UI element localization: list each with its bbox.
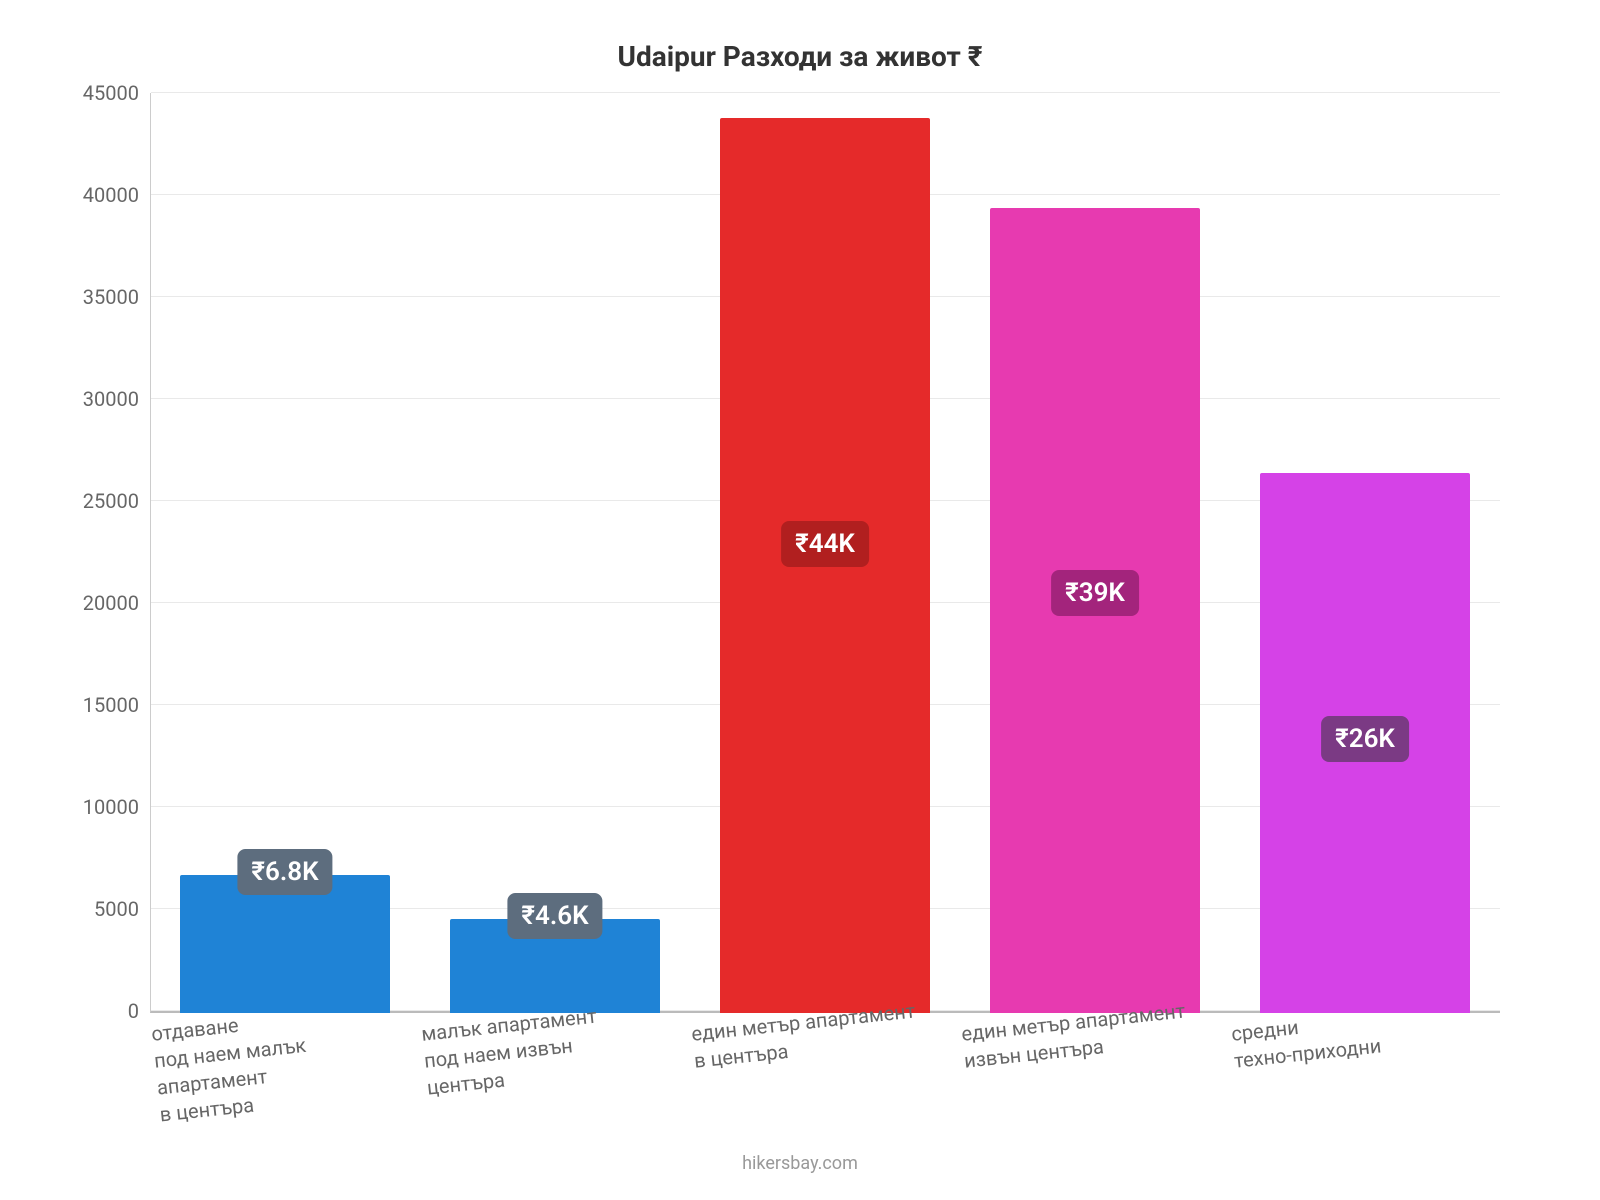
ytick-label: 45000	[83, 81, 139, 105]
value-badge: ₹26K	[1321, 716, 1409, 762]
bar-slot: ₹26K	[1230, 93, 1500, 1013]
bar-slot: ₹39K	[960, 93, 1230, 1013]
x-axis-label: един метър апартамент в центъра	[690, 993, 970, 1129]
ytick-label: 20000	[83, 591, 139, 615]
bar: ₹44K	[720, 118, 931, 1013]
bar: ₹26K	[1260, 473, 1471, 1013]
ytick-label: 5000	[94, 897, 139, 921]
ytick-label: 0	[128, 999, 139, 1023]
bar-slot: ₹44K	[690, 93, 960, 1013]
x-axis-labels: отдаване под наем малък апартамент в цен…	[150, 1021, 1500, 1129]
bars-group: ₹6.8K ₹4.6K ₹44K ₹39K ₹26K	[150, 93, 1500, 1013]
ytick-label: 30000	[83, 387, 139, 411]
value-badge: ₹44K	[781, 521, 869, 567]
ytick-label: 15000	[83, 693, 139, 717]
ytick-label: 10000	[83, 795, 139, 819]
x-axis-label: отдаване под наем малък апартамент в цен…	[150, 993, 430, 1129]
x-axis-label: средни техно-приходни	[1230, 993, 1510, 1129]
value-badge: ₹6.8K	[237, 849, 332, 895]
ytick-label: 25000	[83, 489, 139, 513]
value-badge: ₹39K	[1051, 570, 1139, 616]
bar-slot: ₹4.6K	[420, 93, 690, 1013]
ytick-label: 35000	[83, 285, 139, 309]
value-badge: ₹4.6K	[507, 893, 602, 939]
attribution: hikersbay.com	[0, 1153, 1600, 1174]
ytick-label: 40000	[83, 183, 139, 207]
x-axis-label: малък апартамент под наем извън центъра	[420, 993, 700, 1129]
chart-container: Udaipur Разходи за живот ₹ 0500010000150…	[0, 0, 1600, 1200]
bar: ₹39K	[990, 208, 1201, 1014]
bar-slot: ₹6.8K	[150, 93, 420, 1013]
x-axis-label: един метър апартамент извън центъра	[960, 993, 1240, 1129]
chart-title: Udaipur Разходи за живот ₹	[60, 40, 1540, 73]
plot-area: 0500010000150002000025000300003500040000…	[150, 93, 1500, 1013]
bar: ₹6.8K	[180, 875, 391, 1013]
